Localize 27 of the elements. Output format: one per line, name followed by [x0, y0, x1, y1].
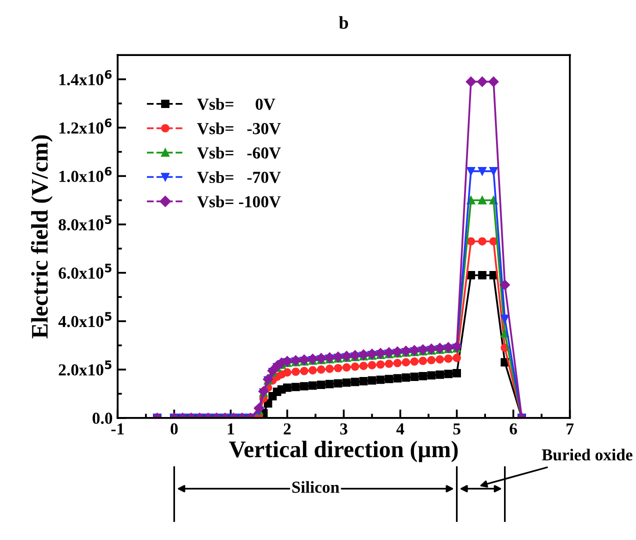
y-tick-label: 6.0x10$^{5}$ [58, 264, 112, 279]
x-tick-label: 5 [453, 423, 460, 435]
x-tick-label: -1 [111, 423, 124, 434]
y-tick-label: 8.0x10$^{5}$ [58, 215, 112, 230]
legend-label: Vsb= -60V [197, 146, 281, 159]
legend-label: Vsb= -100V [197, 196, 281, 208]
legend-label: Vsb= -70V [197, 171, 281, 184]
legend-label: Vsb= -30V [197, 122, 281, 134]
x-tick-label: 4 [396, 423, 404, 434]
y-tick-label: 2.0x10$^{5}$ [58, 360, 112, 376]
x-tick-label: 2 [284, 423, 291, 434]
y-tick-label: 0.0 [92, 412, 112, 424]
x-tick-label: 0 [170, 423, 178, 435]
x-tick-label: 6 [510, 423, 518, 435]
x-axis-title: Vertical direction (µm) [229, 440, 458, 462]
y-tick-label: 1.4x10$^{6}$ [59, 70, 112, 86]
y-tick-label: 4.0x10$^{5}$ [58, 312, 112, 328]
y-tick-label: 1.2x10$^{6}$ [59, 118, 112, 134]
x-tick-label: 3 [340, 423, 348, 435]
x-tick-label: 7 [566, 423, 574, 434]
y-axis-title: Electric field (V/cm) [30, 135, 53, 338]
text: Silicon [292, 481, 340, 493]
x-tick-label: 1 [228, 423, 234, 434]
y-tick-label: 1.0x10$^{6}$ [59, 166, 112, 182]
legend-label: Vsb= 0V [197, 98, 276, 110]
text: Buried oxide [542, 448, 632, 461]
chart-title: b [338, 16, 348, 29]
